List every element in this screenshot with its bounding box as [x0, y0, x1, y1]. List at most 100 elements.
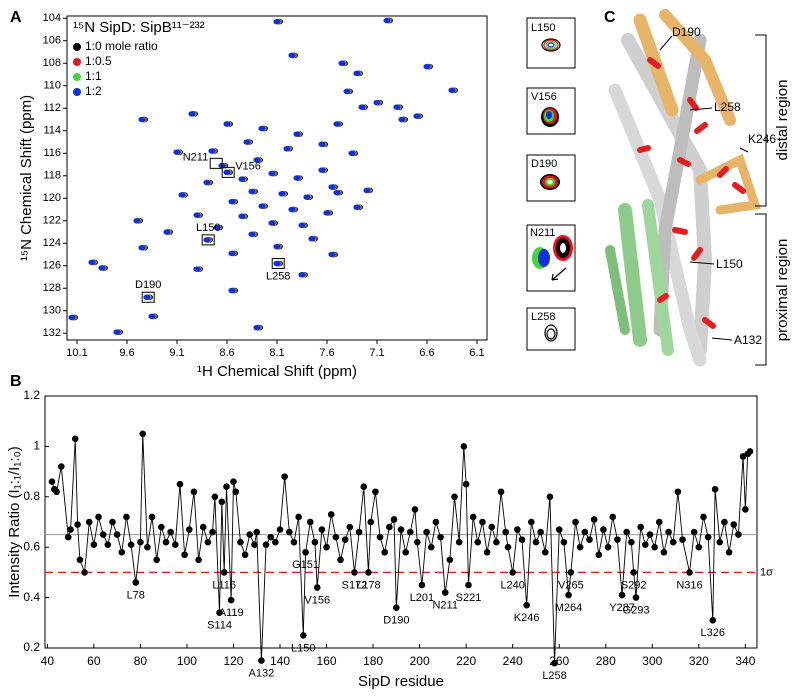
data-point [479, 518, 486, 526]
peak [138, 116, 146, 123]
inset-box [526, 154, 576, 202]
data-point [700, 513, 707, 521]
data-point [148, 513, 156, 521]
data-point [646, 531, 654, 538]
data-point [502, 528, 510, 536]
data-point [99, 531, 107, 538]
data-point [57, 463, 65, 470]
data-point [595, 551, 603, 559]
insets [526, 17, 576, 351]
data-point [614, 536, 621, 543]
data-point [488, 523, 496, 531]
data-point [355, 528, 363, 536]
data-point [76, 556, 84, 564]
y-tick-label: 130 [43, 305, 61, 317]
y-tick-label: 1 [33, 439, 40, 453]
peak [328, 184, 336, 190]
point-label: L240 [500, 579, 524, 591]
data-point [504, 543, 512, 551]
point-label: Y287 [609, 602, 635, 614]
peak [243, 139, 251, 145]
data-point [295, 513, 302, 521]
peak [238, 213, 246, 220]
data-point [104, 541, 112, 548]
inset-label: D190 [531, 158, 557, 170]
point-label: S221 [456, 592, 482, 604]
peak [448, 87, 456, 94]
data-point [576, 543, 584, 551]
data-point [109, 518, 116, 526]
peak [308, 235, 316, 242]
inset-label: V156 [531, 91, 557, 103]
data-point [411, 506, 419, 513]
data-point [220, 569, 228, 576]
peak [163, 229, 171, 235]
point-label: V265 [558, 579, 584, 591]
peak [193, 266, 201, 272]
data-point [690, 528, 698, 536]
data-point [360, 483, 368, 491]
point-label: G151 [292, 559, 319, 571]
point-label: V156 [304, 594, 330, 606]
data-point [127, 541, 135, 548]
data-point [730, 521, 738, 528]
data-point [167, 528, 174, 536]
data-point [469, 513, 477, 521]
x-tick-label: 220 [456, 654, 476, 668]
data-point [123, 513, 130, 521]
peak [273, 18, 281, 25]
annotation-box [221, 166, 235, 178]
x-tick-label: 10.1 [66, 347, 87, 359]
data-point [209, 528, 216, 536]
data-point [176, 480, 184, 488]
red-residues [637, 57, 746, 329]
y-tick-label: 128 [43, 282, 61, 294]
peak [113, 329, 121, 335]
data-point [537, 528, 544, 536]
contour [547, 42, 555, 48]
point-label: L178 [356, 579, 380, 591]
x-tick-label: 6.6 [419, 347, 434, 359]
y-tick-label: 116 [43, 147, 61, 159]
y-tick-label: 114 [43, 125, 61, 137]
peak [348, 150, 356, 157]
data-point [232, 488, 240, 496]
y-tick-label: 122 [43, 215, 61, 227]
x-tick-label: 40 [41, 654, 55, 668]
legend-swatch [73, 73, 81, 81]
annotation: L150 [196, 222, 220, 234]
data-point [600, 526, 607, 533]
x-tick-label: 8.1 [269, 347, 284, 359]
data-point [567, 569, 575, 576]
legend-title: ¹⁵N SipD: SipB¹¹⁻²³² [73, 19, 205, 36]
data-point [679, 536, 686, 543]
data-point [528, 518, 535, 526]
legend-label: 1:0.5 [85, 54, 112, 68]
peak [238, 176, 246, 182]
data-point [586, 536, 593, 543]
point-label: S114 [207, 620, 232, 632]
peak [413, 113, 421, 119]
data-point [609, 513, 617, 521]
plot-frame [44, 395, 758, 649]
data-point [418, 581, 426, 589]
data-point [272, 538, 279, 546]
x-tick-label: 6.1 [469, 347, 484, 359]
data-point [572, 518, 579, 526]
helix [659, 9, 736, 126]
x-axis-title: SipD residue [358, 673, 444, 690]
peak [288, 206, 296, 213]
helix [618, 203, 647, 347]
peak [273, 243, 281, 250]
data-point [241, 551, 249, 559]
peak [293, 131, 301, 137]
data-point [281, 473, 288, 480]
data-point [742, 506, 749, 513]
arrow [551, 267, 567, 281]
data-point [695, 543, 703, 551]
legend-label: 1:2 [85, 84, 102, 98]
x-tick-label: 320 [689, 654, 709, 668]
peak [208, 148, 216, 154]
y-tick-label: 0.8 [23, 489, 40, 503]
